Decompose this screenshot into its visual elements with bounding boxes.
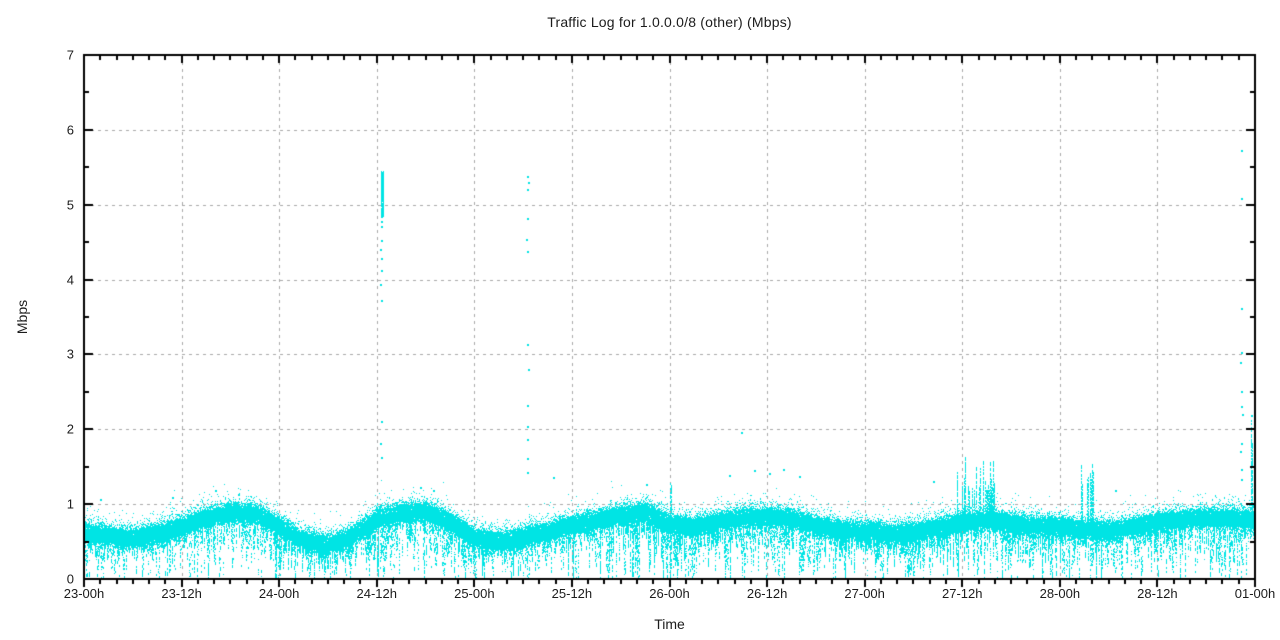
x-tick-label: 25-12h bbox=[551, 586, 593, 601]
x-tick-label: 26-12h bbox=[746, 586, 788, 601]
y-tick-label: 1 bbox=[66, 496, 74, 512]
x-tick-label: 26-00h bbox=[649, 586, 690, 601]
y-tick-label: 6 bbox=[66, 122, 74, 138]
y-tick-label: 3 bbox=[66, 346, 74, 362]
x-tick-label: 23-00h bbox=[63, 586, 105, 601]
x-axis-label: Time bbox=[654, 616, 685, 632]
y-tick-label: 0 bbox=[66, 571, 74, 587]
y-tick-label: 5 bbox=[66, 197, 74, 213]
y-tick-label: 4 bbox=[66, 272, 74, 288]
x-tick-label: 25-00h bbox=[454, 586, 495, 601]
x-tick-label: 01-00h bbox=[1234, 586, 1276, 601]
x-tick-label: 27-00h bbox=[844, 586, 885, 601]
x-tick-label: 28-12h bbox=[1137, 586, 1178, 601]
y-axis-label: Mbps bbox=[14, 299, 30, 335]
y-tick-label: 7 bbox=[66, 47, 74, 63]
x-tick-label: 28-00h bbox=[1039, 586, 1081, 601]
x-tick-label: 24-00h bbox=[258, 586, 300, 601]
x-tick-label: 23-12h bbox=[161, 586, 202, 601]
x-tick-label: 24-12h bbox=[356, 586, 397, 601]
y-tick-label: 2 bbox=[66, 421, 74, 437]
x-tick-label: 27-12h bbox=[942, 586, 983, 601]
chart-title: Traffic Log for 1.0.0.0/8 (other) (Mbps) bbox=[547, 14, 792, 30]
